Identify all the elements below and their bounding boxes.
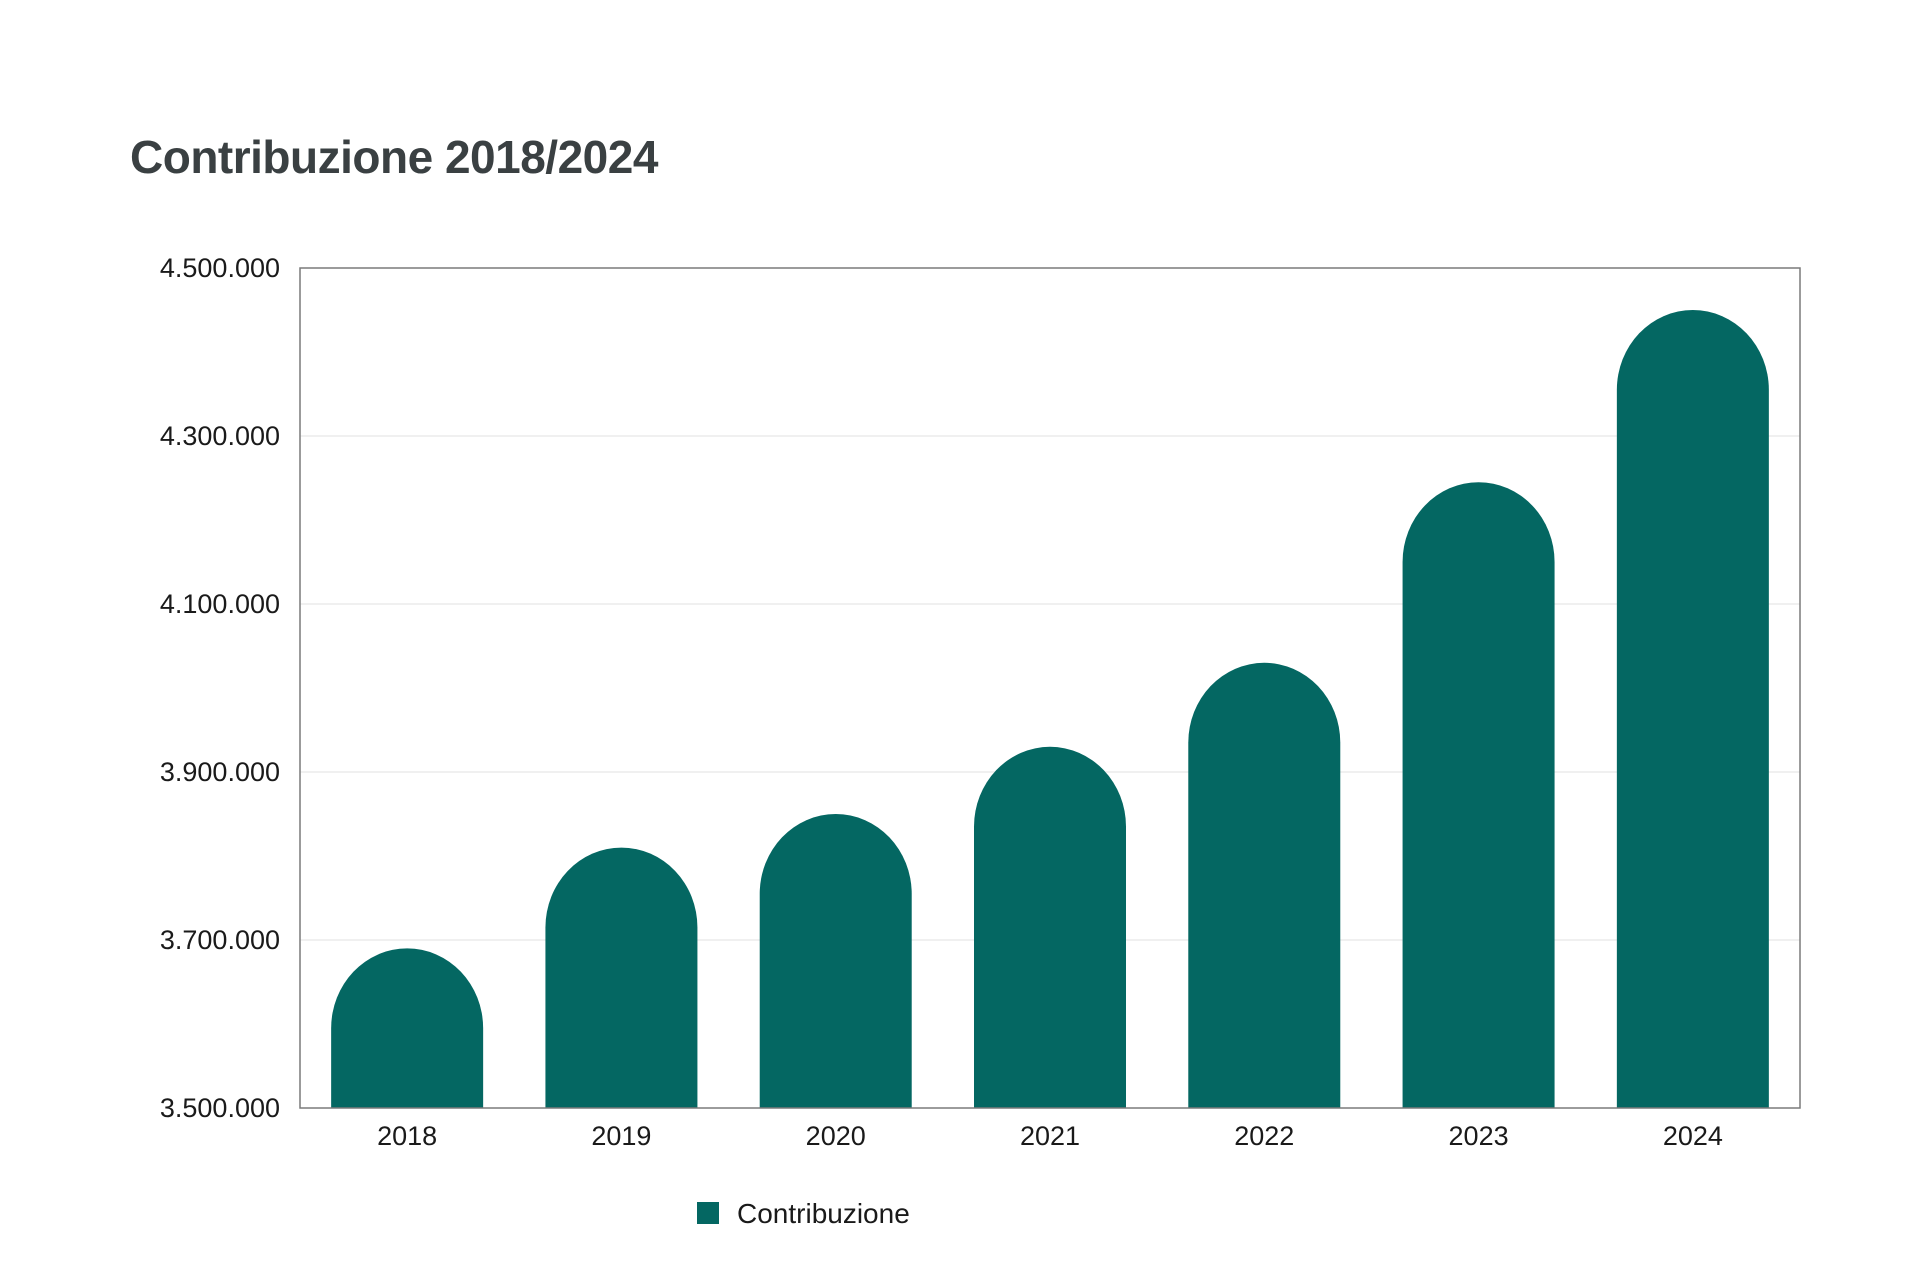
x-tick-label: 2019 <box>591 1121 651 1151</box>
x-tick-label: 2023 <box>1449 1121 1509 1151</box>
chart-title: Contribuzione 2018/2024 <box>130 131 658 183</box>
y-tick-label: 3.900.000 <box>160 757 280 787</box>
x-axis-ticks: 2018 2019 2020 2021 2022 2023 2024 <box>377 1121 1723 1151</box>
x-tick-label: 2018 <box>377 1121 437 1151</box>
bar-2022 <box>1188 662 1341 1108</box>
legend-label: Contribuzione <box>737 1198 910 1229</box>
legend: Contribuzione <box>697 1198 910 1229</box>
x-tick-label: 2021 <box>1020 1121 1080 1151</box>
legend-swatch <box>697 1202 719 1224</box>
x-tick-label: 2024 <box>1663 1121 1723 1151</box>
y-tick-label: 3.500.000 <box>160 1093 280 1123</box>
y-tick-label: 4.300.000 <box>160 421 280 451</box>
bar-2024 <box>1616 310 1769 1108</box>
y-tick-label: 4.100.000 <box>160 589 280 619</box>
y-tick-label: 3.700.000 <box>160 925 280 955</box>
x-tick-label: 2022 <box>1234 1121 1294 1151</box>
y-tick-label: 4.500.000 <box>160 253 280 283</box>
plot-frame <box>299 267 1801 1109</box>
bar-2019 <box>545 847 698 1108</box>
bar-2021 <box>974 746 1126 1108</box>
bar-2020 <box>759 814 912 1108</box>
bar-2023 <box>1402 482 1555 1108</box>
y-axis-ticks: 3.500.000 3.700.000 3.900.000 4.100.000 4.30… <box>160 253 280 1123</box>
bars <box>331 310 1769 1108</box>
x-tick-label: 2020 <box>806 1121 866 1151</box>
bar-2018 <box>331 948 484 1108</box>
